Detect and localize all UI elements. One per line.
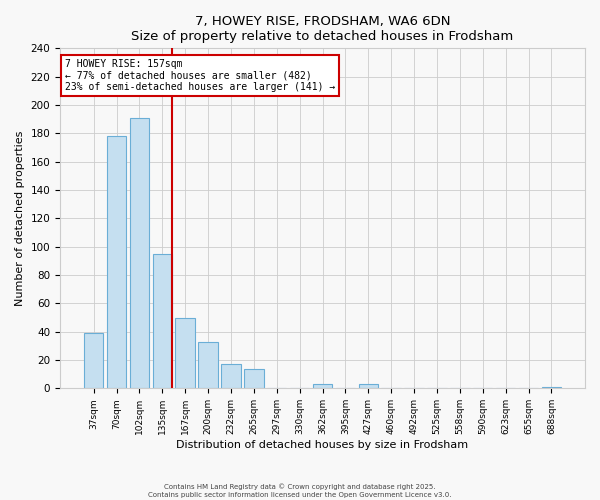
Bar [244,368,263,388]
Text: Contains HM Land Registry data © Crown copyright and database right 2025.
Contai: Contains HM Land Registry data © Crown c… [148,484,452,498]
Bar [221,364,241,388]
Y-axis label: Number of detached properties: Number of detached properties [15,130,25,306]
Bar [130,118,149,388]
Bar [199,342,218,388]
Bar [175,318,195,388]
Title: 7, HOWEY RISE, FRODSHAM, WA6 6DN
Size of property relative to detached houses in: 7, HOWEY RISE, FRODSHAM, WA6 6DN Size of… [131,15,514,43]
Bar [84,333,103,388]
X-axis label: Distribution of detached houses by size in Frodsham: Distribution of detached houses by size … [176,440,469,450]
Text: 7 HOWEY RISE: 157sqm
← 77% of detached houses are smaller (482)
23% of semi-deta: 7 HOWEY RISE: 157sqm ← 77% of detached h… [65,58,335,92]
Bar [359,384,378,388]
Bar [107,136,126,388]
Bar [152,254,172,388]
Bar [542,387,561,388]
Bar [313,384,332,388]
